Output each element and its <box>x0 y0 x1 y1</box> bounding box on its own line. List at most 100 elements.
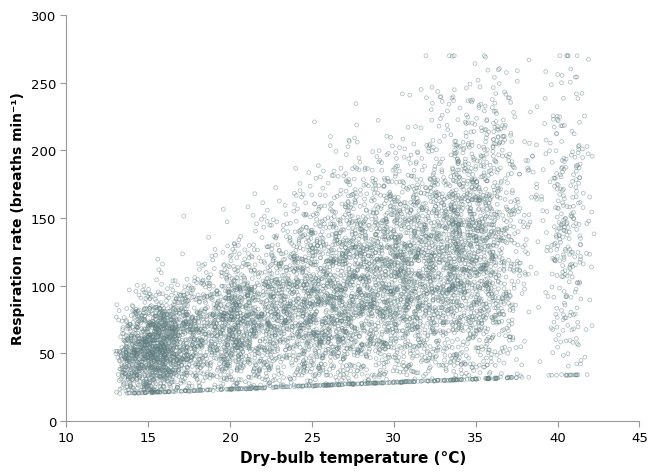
Point <box>148 377 159 384</box>
Point <box>443 298 453 306</box>
Point <box>405 242 415 250</box>
Point <box>320 315 331 322</box>
Point <box>132 368 143 376</box>
Point <box>334 345 345 352</box>
Point <box>189 317 200 325</box>
Point <box>453 223 463 231</box>
Point <box>165 368 176 376</box>
Point <box>264 366 274 374</box>
Point <box>399 221 409 229</box>
Point <box>249 297 260 305</box>
Point <box>554 219 564 227</box>
Point <box>467 151 477 159</box>
Point <box>427 325 438 332</box>
Point <box>150 322 160 330</box>
Point <box>478 170 489 178</box>
Point <box>264 323 275 330</box>
Point <box>140 326 150 334</box>
Point <box>235 309 245 317</box>
Point <box>397 178 408 186</box>
Point <box>318 168 329 176</box>
Point <box>484 280 495 288</box>
Point <box>506 260 517 268</box>
Point <box>483 375 494 383</box>
Point <box>269 372 279 380</box>
Point <box>386 339 396 347</box>
Point <box>371 361 382 369</box>
Point <box>508 164 519 171</box>
Point <box>146 339 157 347</box>
Point <box>339 312 350 320</box>
Point <box>230 292 241 299</box>
Point <box>155 308 165 316</box>
Point <box>394 283 405 291</box>
Point <box>222 218 233 226</box>
Point <box>249 327 260 335</box>
Point <box>451 286 461 293</box>
Point <box>243 299 254 307</box>
Point <box>447 217 458 225</box>
Point <box>317 355 328 362</box>
Point <box>233 304 244 312</box>
Point <box>312 266 323 274</box>
Point <box>415 244 426 252</box>
Point <box>411 253 422 260</box>
Point <box>203 329 214 337</box>
Point <box>357 299 367 307</box>
Point <box>232 282 243 290</box>
Point <box>218 206 229 214</box>
Point <box>136 389 147 397</box>
Point <box>159 312 169 319</box>
Point <box>467 154 478 162</box>
Point <box>255 315 266 322</box>
Point <box>349 325 360 332</box>
Point <box>275 306 285 313</box>
Point <box>125 358 136 366</box>
Point <box>242 289 252 297</box>
Point <box>414 342 424 350</box>
Point <box>244 242 254 250</box>
Point <box>347 331 358 339</box>
Point <box>241 313 251 321</box>
Point <box>302 366 312 373</box>
Point <box>364 337 375 345</box>
Point <box>161 324 172 332</box>
Point <box>227 302 238 309</box>
Point <box>132 324 142 332</box>
Point <box>188 352 198 359</box>
Point <box>312 293 323 301</box>
Point <box>521 157 531 165</box>
Point <box>257 352 268 360</box>
Point <box>227 286 237 293</box>
Point <box>378 308 389 316</box>
Point <box>150 352 161 360</box>
Point <box>391 322 402 329</box>
Point <box>182 302 192 310</box>
Point <box>284 284 295 292</box>
Point <box>130 314 141 321</box>
Point <box>301 280 312 288</box>
Point <box>457 280 467 288</box>
Point <box>558 217 569 224</box>
Point <box>347 296 358 304</box>
Point <box>503 327 513 335</box>
Point <box>469 223 480 230</box>
Point <box>253 319 264 327</box>
Point <box>421 95 432 102</box>
Point <box>573 200 584 208</box>
Point <box>301 333 311 340</box>
Point <box>316 299 326 307</box>
Point <box>425 184 436 192</box>
Point <box>463 204 473 212</box>
Point <box>173 358 184 366</box>
Point <box>494 319 504 327</box>
Point <box>471 301 482 309</box>
Point <box>391 171 401 178</box>
Point <box>449 177 459 185</box>
Point <box>375 310 386 317</box>
Point <box>338 286 349 293</box>
Point <box>150 344 160 351</box>
Point <box>307 230 318 238</box>
Point <box>311 319 322 327</box>
Point <box>159 311 169 319</box>
